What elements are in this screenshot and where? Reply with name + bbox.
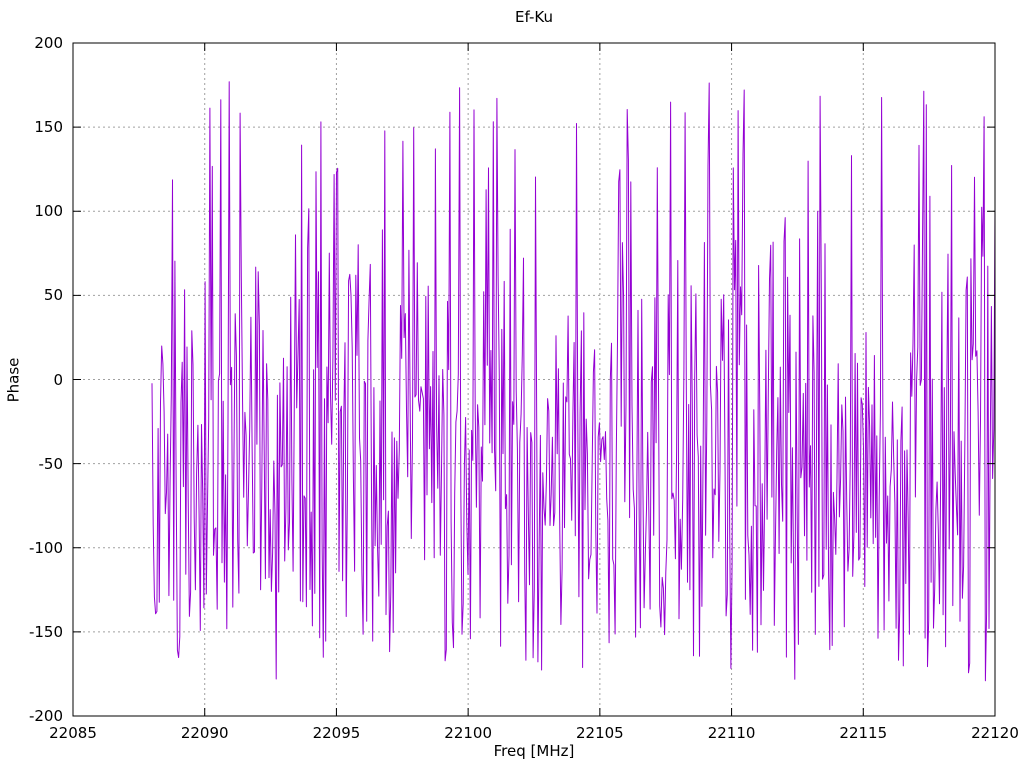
y-tick-label: -50 <box>38 454 64 473</box>
x-tick-label: 22105 <box>575 724 624 742</box>
y-tick-label: 200 <box>34 34 63 52</box>
y-tick-label: 0 <box>53 370 63 389</box>
y-tick-label: 150 <box>34 118 63 137</box>
y-tick-label: -200 <box>28 707 63 725</box>
x-tick-label: 22110 <box>707 724 756 742</box>
x-tick-label: 22120 <box>971 724 1019 742</box>
x-tick-label: 22095 <box>312 724 361 742</box>
chart-title: Ef-Ku <box>515 8 553 26</box>
y-tick-label: 50 <box>43 286 63 305</box>
data-series-line <box>151 81 996 682</box>
y-tick-label: 100 <box>34 202 63 221</box>
x-tick-label: 22115 <box>839 724 888 742</box>
x-axis-label: Freq [MHz] <box>493 742 575 760</box>
x-tick-label: 22100 <box>444 724 492 742</box>
x-tick-label: 22085 <box>49 724 97 742</box>
y-tick-label: -150 <box>28 622 63 641</box>
y-tick-label: -100 <box>28 538 63 557</box>
x-tick-label: 22090 <box>180 724 229 742</box>
